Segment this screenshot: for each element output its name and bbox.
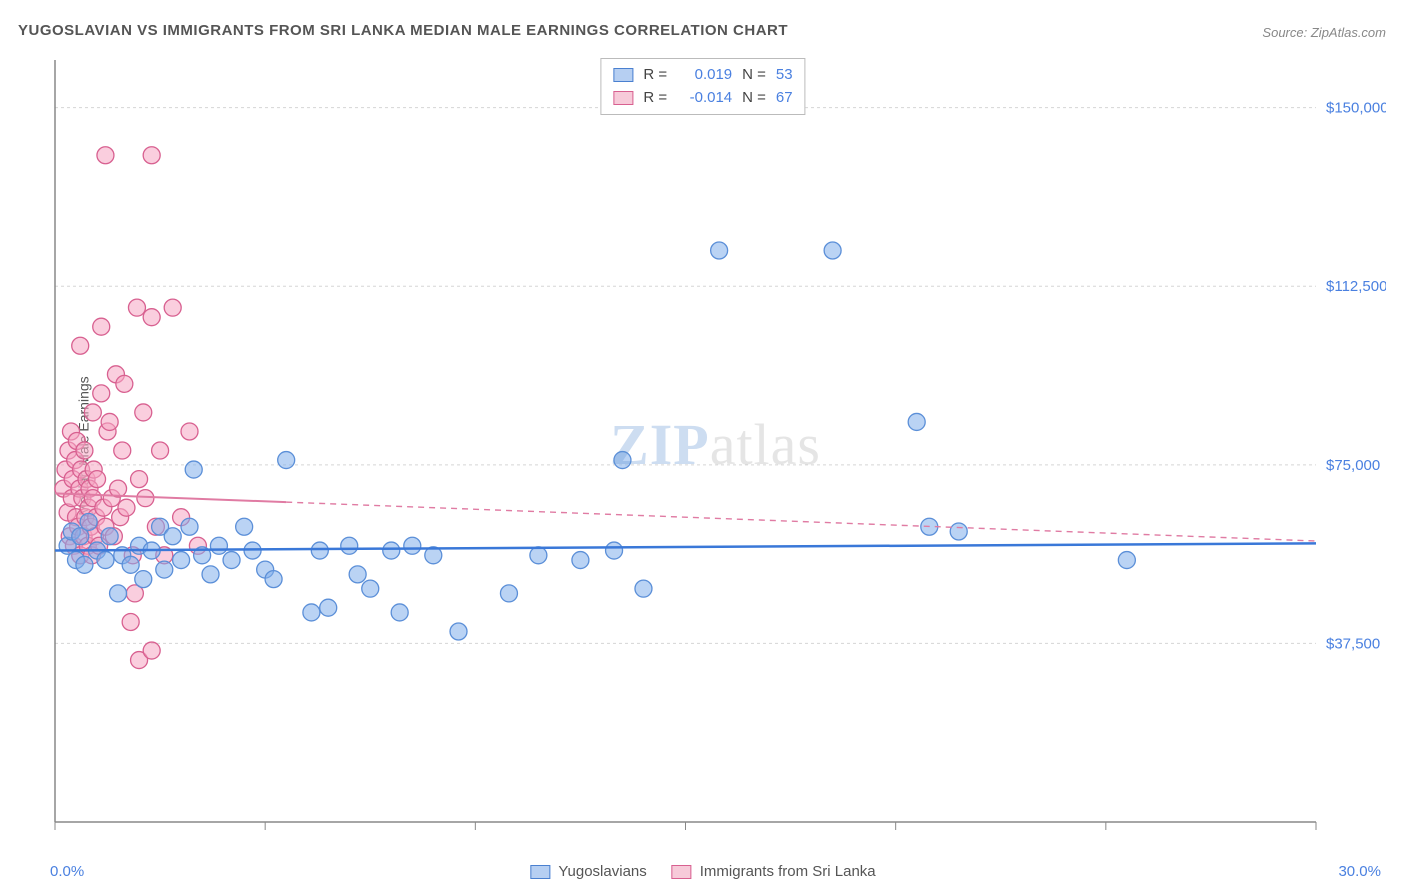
r-label: R = [643,64,667,87]
swatch-pink-icon [672,865,692,879]
stats-row-pink: R = -0.014 N = 67 [613,87,792,110]
swatch-blue-icon [530,865,550,879]
n-label: N = [742,64,766,87]
x-axis-max-label: 30.0% [1338,863,1381,880]
swatch-blue-icon [613,68,633,82]
r-value-pink: -0.014 [677,87,732,110]
n-value-pink: 67 [776,87,793,110]
n-value-blue: 53 [776,64,793,87]
svg-text:$150,000: $150,000 [1326,100,1386,117]
svg-text:$75,000: $75,000 [1326,457,1380,474]
scatter-chart: $37,500 $75,000 $112,500 $150,000 [45,50,1386,852]
r-value-blue: 0.019 [677,64,732,87]
x-axis-min-label: 0.0% [50,863,84,880]
legend-label-pink: Immigrants from Sri Lanka [700,863,876,880]
correlation-stats-box: R = 0.019 N = 53 R = -0.014 N = 67 [600,58,805,115]
swatch-pink-icon [613,91,633,105]
legend-item-pink: Immigrants from Sri Lanka [672,863,876,880]
stats-row-blue: R = 0.019 N = 53 [613,64,792,87]
n-label: N = [742,87,766,110]
source-label: Source: [1262,25,1307,40]
source-value: ZipAtlas.com [1311,25,1386,40]
plot-area: $37,500$75,000$112,500$150,000 ZIPatlas [45,50,1386,852]
legend-item-blue: Yugoslavians [530,863,646,880]
svg-text:$37,500: $37,500 [1326,635,1380,652]
r-label: R = [643,87,667,110]
legend-label-blue: Yugoslavians [558,863,646,880]
source-attribution: Source: ZipAtlas.com [1262,25,1386,40]
chart-title: YUGOSLAVIAN VS IMMIGRANTS FROM SRI LANKA… [18,22,788,39]
legend: Yugoslavians Immigrants from Sri Lanka [530,863,875,880]
svg-text:$112,500: $112,500 [1326,278,1386,295]
